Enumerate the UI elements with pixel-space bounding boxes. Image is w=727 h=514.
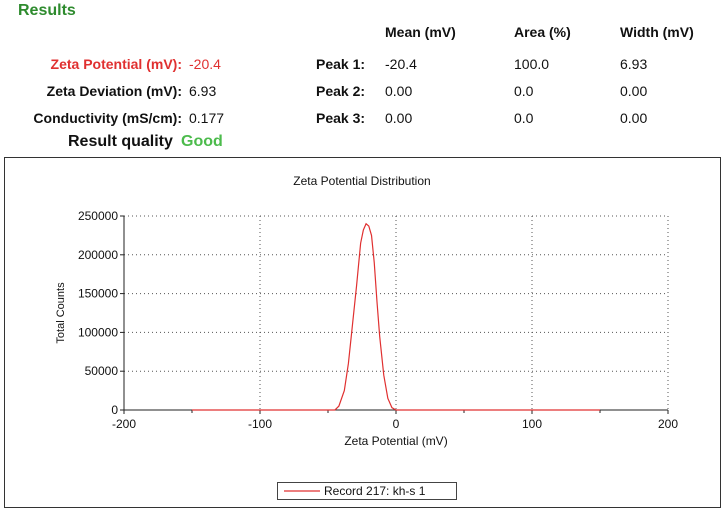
y-tick-label: 100000	[78, 325, 118, 339]
axes	[120, 215, 669, 414]
peak-2-label: Peak 2:	[316, 83, 366, 99]
y-tick-label: 50000	[85, 364, 119, 378]
result-quality-value: Good	[181, 133, 223, 150]
tick-labels: -200 -100 0 100 200 0 50000 100000 150000 200000 2…	[78, 209, 678, 431]
series-line	[192, 222, 600, 411]
zeta-deviation-label: Zeta Deviation (mV):	[46, 83, 182, 99]
chart-legend: Record 217: kh-s 1	[277, 482, 457, 500]
peak-3-mean: 0.00	[385, 110, 413, 126]
peak-3-area: 0.0	[514, 110, 534, 126]
grid-lines	[123, 215, 669, 411]
y-tick-label: 0	[111, 403, 118, 417]
conductivity-label: Conductivity (mS/cm):	[33, 110, 182, 126]
peak-2-mean: 0.00	[385, 83, 413, 99]
peak-1-area: 100.0	[514, 56, 550, 72]
x-tick-label: -200	[112, 417, 136, 431]
zeta-potential-label: Zeta Potential (mV):	[50, 56, 182, 72]
column-width: Width (mV)	[620, 24, 694, 40]
peak-1-label: Peak 1:	[316, 56, 366, 72]
zeta-potential-value: -20.4	[189, 56, 221, 72]
zeta-distribution-chart: Zeta Potential Distribution -200 -100 0 100…	[55, 174, 678, 448]
peak-2-width: 0.00	[620, 83, 648, 99]
x-tick-label: 100	[522, 417, 542, 431]
peak-3-width: 0.00	[620, 110, 648, 126]
x-tick-label: -100	[248, 417, 272, 431]
conductivity-value: 0.177	[189, 110, 225, 126]
peak-1-mean: -20.4	[385, 56, 417, 72]
y-tick-label: 250000	[78, 209, 118, 223]
legend-swatch	[284, 490, 320, 492]
chart-frame: Zeta Potential Distribution -200 -100 0 100…	[4, 157, 721, 508]
column-area: Area (%)	[514, 24, 571, 40]
x-tick-label: 0	[393, 417, 400, 431]
x-tick-label: 200	[658, 417, 678, 431]
zeta-deviation-value: 6.93	[189, 83, 217, 99]
column-mean: Mean (mV)	[385, 24, 456, 40]
y-tick-label: 150000	[78, 287, 118, 301]
chart-title: Zeta Potential Distribution	[293, 174, 430, 188]
y-tick-label: 200000	[78, 248, 118, 262]
peak-3-label: Peak 3:	[316, 110, 366, 126]
series-lines	[192, 222, 600, 411]
results-heading: Results	[18, 2, 76, 19]
x-axis-label: Zeta Potential (mV)	[344, 434, 447, 448]
peak-2-area: 0.0	[514, 83, 534, 99]
result-quality-label: Result quality	[68, 133, 173, 150]
legend-series-label: Record 217: kh-s 1	[324, 484, 426, 498]
peak-1-width: 6.93	[620, 56, 648, 72]
y-axis-label: Total Counts	[55, 282, 67, 344]
